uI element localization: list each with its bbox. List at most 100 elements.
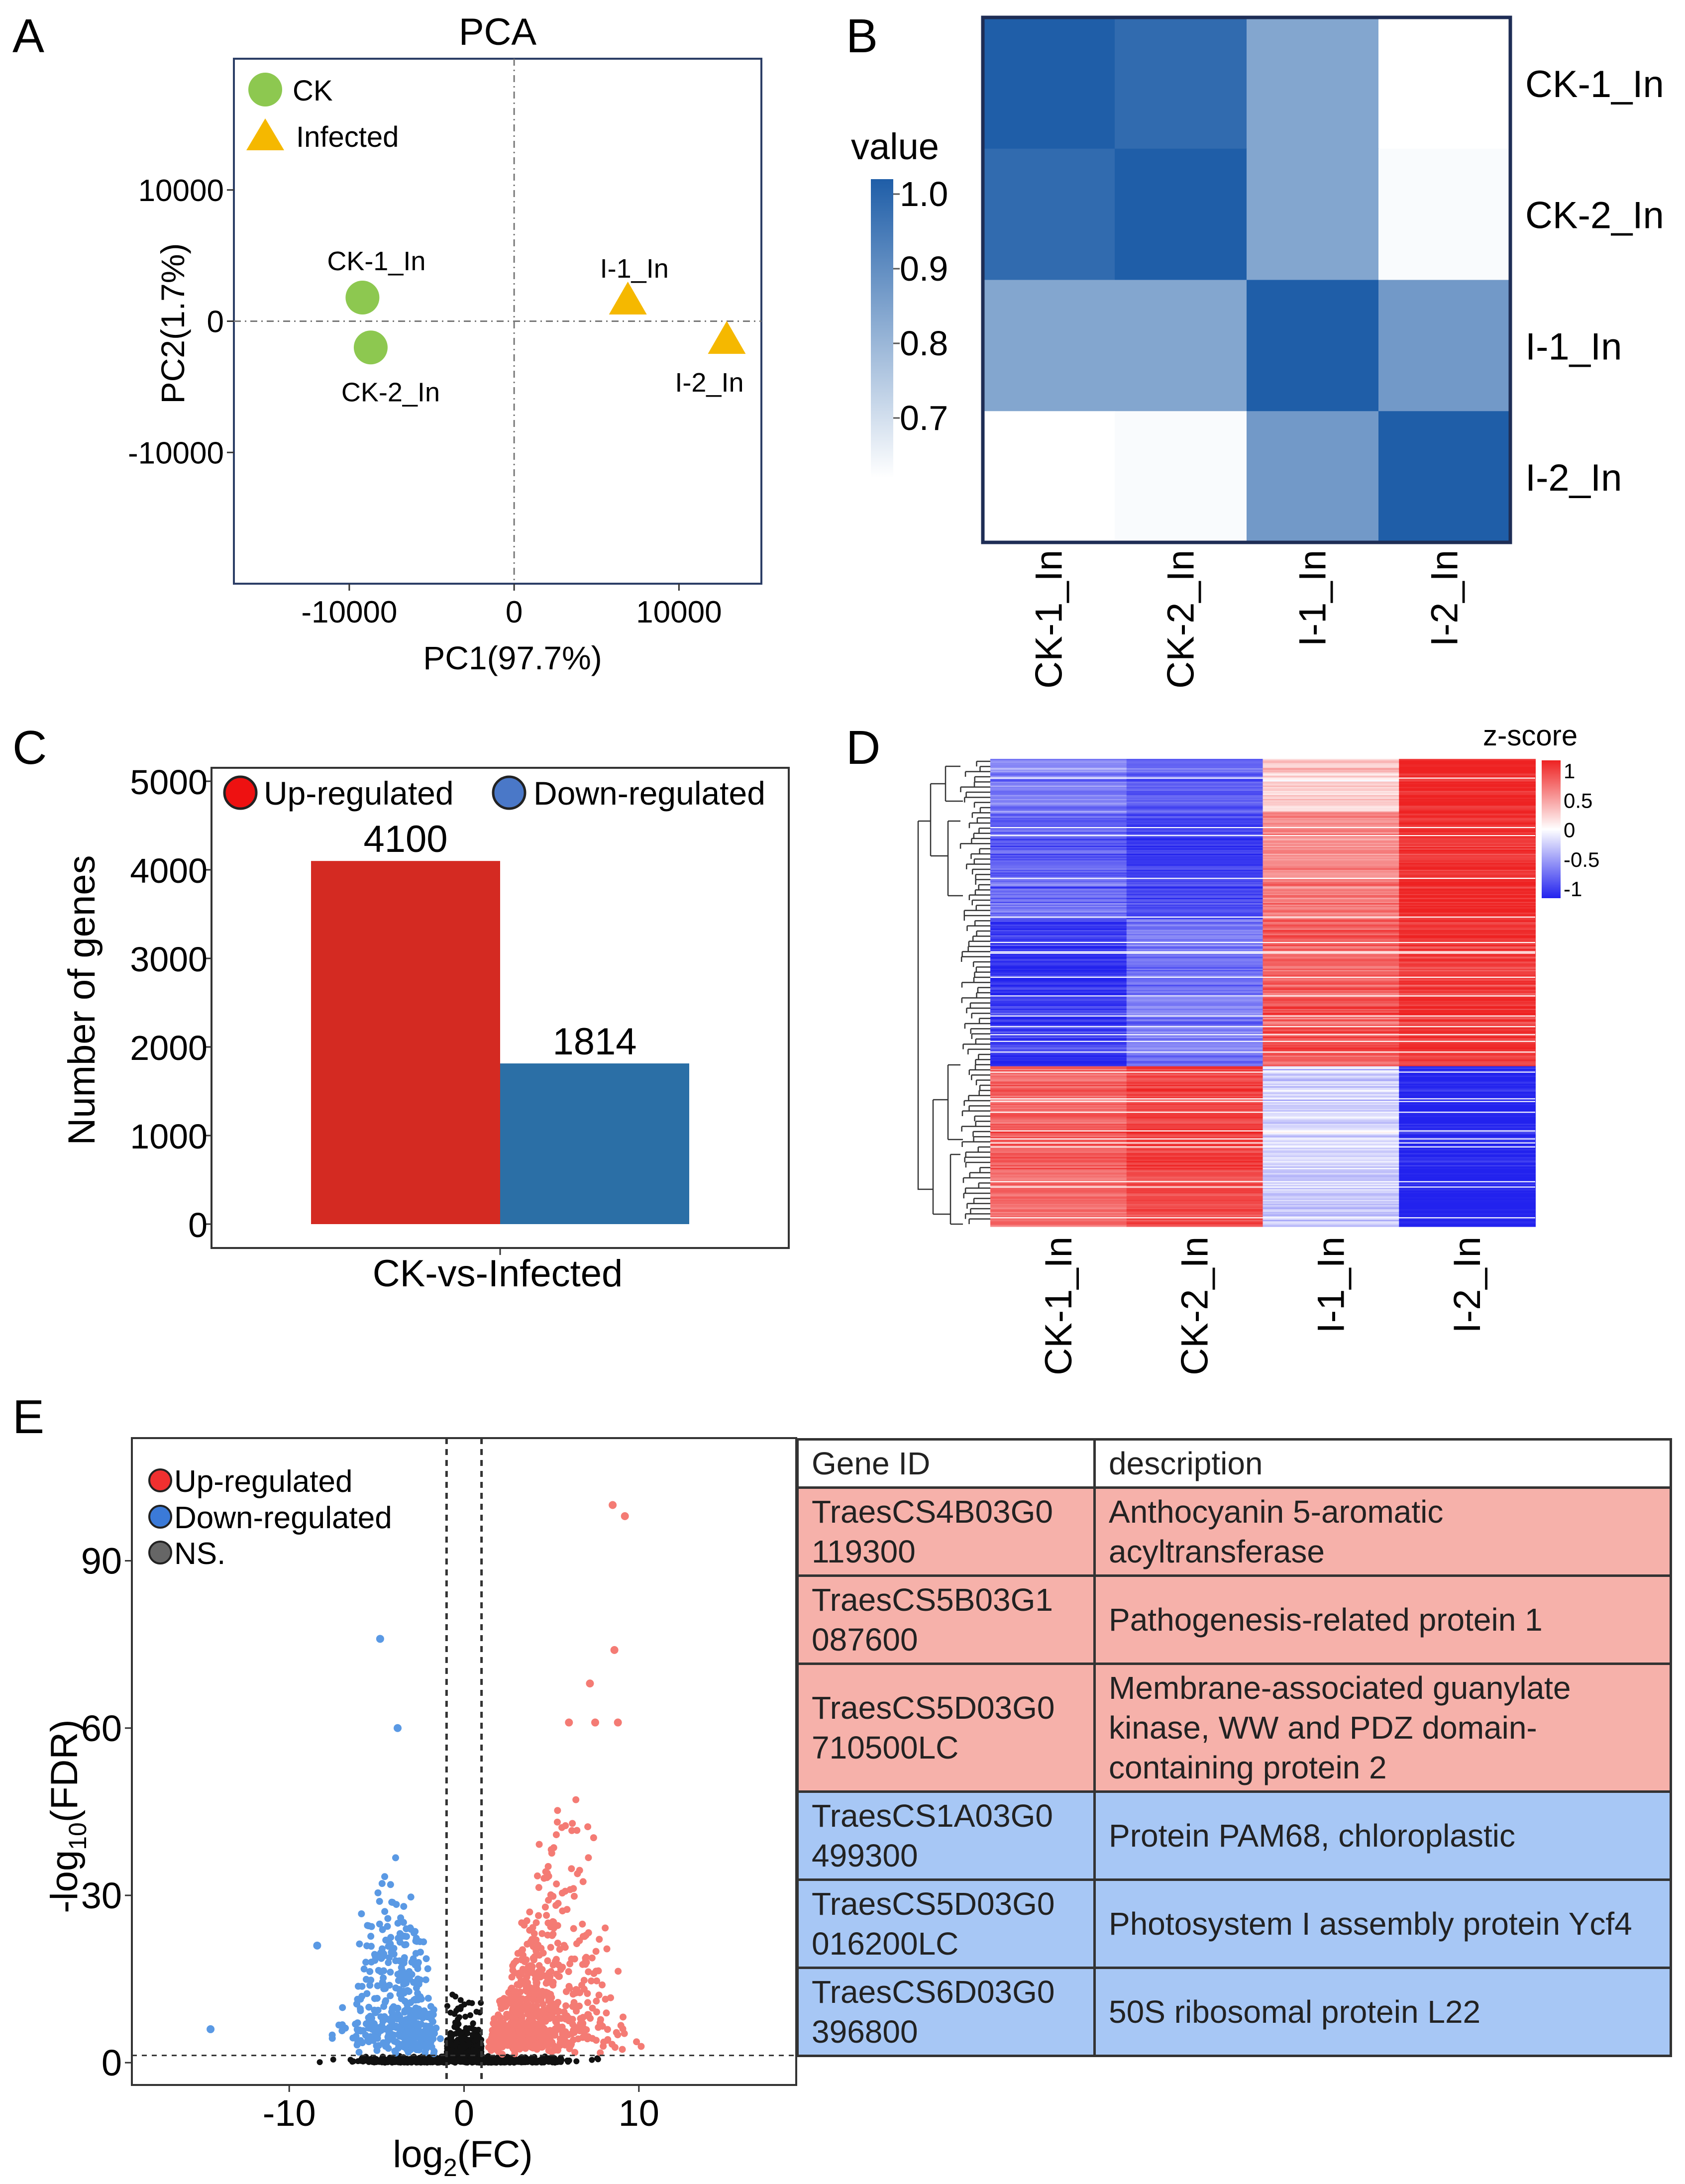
zscore-cell [1399,826,1536,828]
zscore-cell [1399,795,1536,797]
volcano-point-up [504,2011,511,2018]
zscore-cell [990,1212,1127,1214]
zscore-cell [1126,1167,1264,1170]
zscore-cell [1126,898,1264,900]
dendrogram-leaf [960,786,990,792]
zscore-cell [1263,784,1400,786]
volcano-point-ns [416,2055,422,2061]
zscore-cell [1399,1165,1536,1167]
zscore-row-gap [990,1015,1535,1017]
volcano-point-ns [573,2058,580,2065]
zscore-cell [1399,1169,1536,1171]
zscore-cell [1263,1182,1400,1184]
zscore-cell [990,907,1127,909]
zscore-cell [1399,1019,1536,1021]
zscore-cell [1263,832,1400,834]
zscore-cell [1126,841,1264,843]
zscore-cell [1263,783,1400,785]
zscore-cell [1399,1133,1536,1135]
zscore-cell [990,1109,1127,1111]
zscore-cell [990,971,1127,973]
zscore-cell [990,1048,1127,1051]
zscore-cell [1263,1213,1400,1215]
correlation-col-label: I-1_In [1292,550,1334,646]
volcano-point-ns [461,2054,468,2060]
zscore-cell [1126,764,1264,766]
zscore-cell [1263,927,1400,929]
zscore-cell [1263,833,1400,835]
zscore-cell [1399,1222,1536,1225]
zscore-cell [1126,1192,1264,1194]
zscore-cell [990,832,1127,834]
dendrogram-leaf [977,1146,990,1152]
zscore-cell [1399,898,1536,900]
zscore-cell [1126,864,1264,866]
zscore-cell [1263,1042,1400,1044]
zscore-cell [990,937,1127,940]
zscore-cell [1399,1114,1536,1116]
volcano-point-up [541,1903,549,1911]
zscore-row-gap [990,941,1535,943]
zscore-cell [1126,763,1264,765]
volcano-point-up [592,1948,600,1955]
zscore-cell [1126,1163,1264,1166]
zscore-row-gap [990,1098,1535,1100]
zscore-cell [990,1129,1127,1131]
zscore-cell [1126,1120,1264,1122]
correlation-legend-bar [871,179,893,478]
zscore-cell [1399,943,1536,945]
zscore-cell [1126,1109,1264,1111]
zscore-cell [1399,1205,1536,1207]
zscore-cell [1126,872,1264,874]
zscore-cell [1126,760,1264,762]
zscore-cell [1399,1124,1536,1126]
zscore-cell [1126,1095,1264,1098]
zscore-cell [990,773,1127,775]
zscore-cell [1263,1043,1400,1045]
volcano-point-down [412,2008,419,2015]
volcano-legend-down-marker [148,1505,172,1529]
zscore-cell [1126,1073,1264,1075]
zscore-cell [1399,987,1536,989]
volcano-point-ns [463,2025,469,2031]
zscore-cell [1263,869,1400,872]
zscore-cell [1263,887,1400,889]
zscore-cell [1126,828,1264,830]
zscore-cell [1126,1106,1264,1108]
dendrogram-leaf [962,1177,990,1183]
volcano-point-down [409,2042,417,2049]
zscore-cell [1263,1126,1400,1128]
zscore-cell [1399,1097,1536,1099]
volcano-x-label: log2(FC) [393,2133,532,2182]
zscore-cell [1263,1165,1400,1167]
zscore-cell [1126,776,1264,778]
zscore-row-gap [990,995,1535,997]
volcano-point-down [397,1914,405,1922]
zscore-cell [1399,884,1536,886]
zscore-cell [1263,923,1400,925]
zscore-cell [1263,823,1400,825]
zscore-cell [1263,1052,1400,1055]
volcano-legend-down-label: Down-regulated [174,1501,392,1535]
zscore-cell [1126,1066,1264,1068]
zscore-cell [1399,1132,1536,1134]
zscore-cell [990,968,1127,970]
zscore-cell [1263,1133,1400,1135]
zscore-cell [1126,811,1264,813]
zscore-cell [1399,891,1536,893]
volcano-point-down [385,1943,392,1950]
volcano-point-ns [488,2060,495,2066]
zscore-cell [1263,907,1400,909]
zscore-cell [1126,1202,1264,1204]
zscore-cell [990,1035,1127,1038]
volcano-point-up [555,2007,563,2015]
dendrogram-leaf [966,1007,990,1014]
zscore-cell [1263,883,1400,885]
volcano-point-up [532,2027,539,2035]
volcano-point-down [399,1968,407,1975]
zscore-cell [1263,1159,1400,1161]
dendrogram-leaf [972,1131,990,1137]
zscore-cell [1263,1218,1400,1221]
zscore-cell [1263,861,1400,864]
